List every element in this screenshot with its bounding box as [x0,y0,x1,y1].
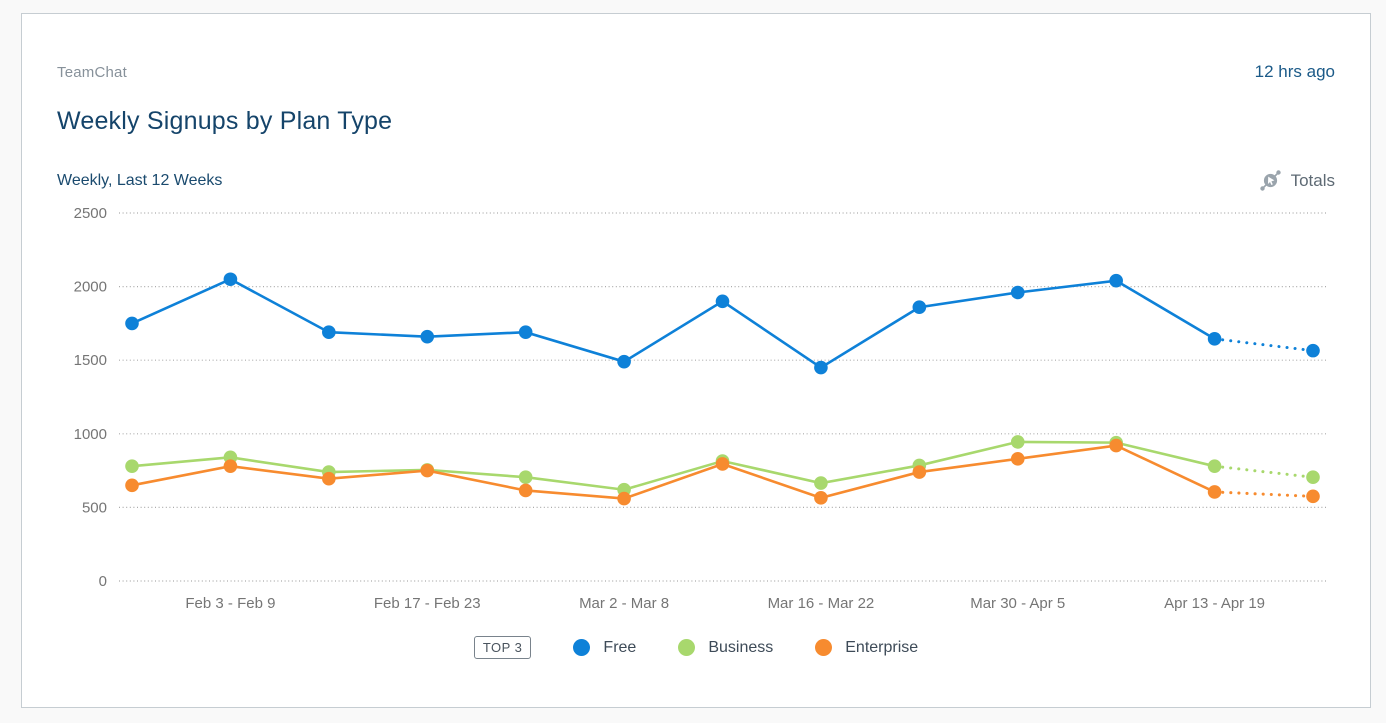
chart-legend: TOP 3 Free Business Enterprise [57,636,1335,659]
legend-dot-icon [815,639,833,656]
svg-text:2500: 2500 [74,205,107,222]
svg-text:2000: 2000 [74,279,107,296]
widget-source-label: TeamChat [57,64,127,81]
svg-text:Apr 13 - Apr 19: Apr 13 - Apr 19 [1164,595,1265,612]
legend-item-label: Free [603,638,637,656]
line-point-icon [1259,169,1282,192]
last-updated-label: 12 hrs ago [1254,62,1335,81]
svg-text:Mar 16 - Mar 22: Mar 16 - Mar 22 [768,595,875,612]
svg-text:Mar 30 - Apr 5: Mar 30 - Apr 5 [970,595,1065,612]
widget-header: TeamChat 12 hrs ago [57,14,1335,82]
legend-item-label: Business [708,638,774,656]
svg-text:Mar 2 - Mar 8: Mar 2 - Mar 8 [579,595,669,612]
svg-text:0: 0 [99,573,107,590]
legend-item-business: Business [678,639,773,657]
page-title: Weekly Signups by Plan Type [57,107,393,135]
legend-dot-icon [573,639,591,656]
chart-subheader: Weekly, Last 12 Weeks Totals [57,169,1335,192]
top3-badge: TOP 3 [473,636,532,659]
widget-card: TeamChat 12 hrs ago Weekly Signups by Pl… [21,13,1371,708]
svg-text:500: 500 [82,499,107,516]
svg-text:1000: 1000 [74,426,107,443]
legend-item-free: Free [573,639,636,657]
legend-dot-icon [678,639,696,656]
totals-toggle-label: Totals [1290,170,1335,190]
legend-item-enterprise: Enterprise [815,639,918,657]
svg-text:1500: 1500 [74,352,107,369]
totals-toggle-button[interactable]: Totals [1259,169,1335,192]
line-chart: 0 500 1000 1500 2000 2500 Feb 3 - Feb 9 Feb 17 … [57,204,1335,622]
legend-item-label: Enterprise [845,638,919,656]
svg-text:Feb 3 - Feb 9: Feb 3 - Feb 9 [185,595,275,612]
chart-subtitle: Weekly, Last 12 Weeks [57,171,223,189]
svg-text:Feb 17 - Feb 23: Feb 17 - Feb 23 [374,595,481,612]
